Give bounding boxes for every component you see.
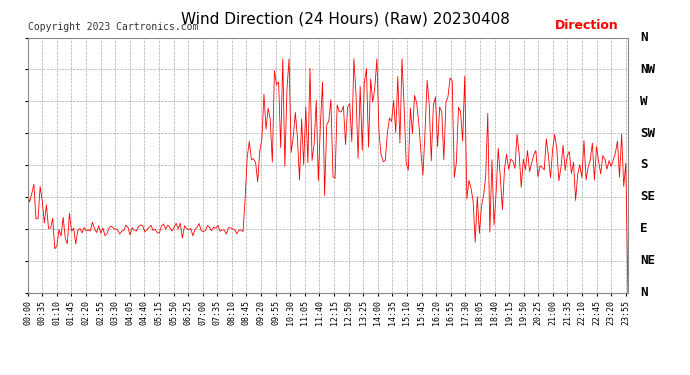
Text: N: N xyxy=(640,286,647,299)
Text: NE: NE xyxy=(640,254,655,267)
Text: Direction: Direction xyxy=(555,20,619,32)
Text: SE: SE xyxy=(640,190,655,203)
Text: SW: SW xyxy=(640,127,655,140)
Text: Wind Direction (24 Hours) (Raw) 20230408: Wind Direction (24 Hours) (Raw) 20230408 xyxy=(181,11,509,26)
Text: E: E xyxy=(640,222,647,235)
Text: W: W xyxy=(640,95,647,108)
Text: N: N xyxy=(640,31,647,44)
Text: NW: NW xyxy=(640,63,655,76)
Text: S: S xyxy=(640,159,647,171)
Text: Copyright 2023 Cartronics.com: Copyright 2023 Cartronics.com xyxy=(28,22,198,32)
